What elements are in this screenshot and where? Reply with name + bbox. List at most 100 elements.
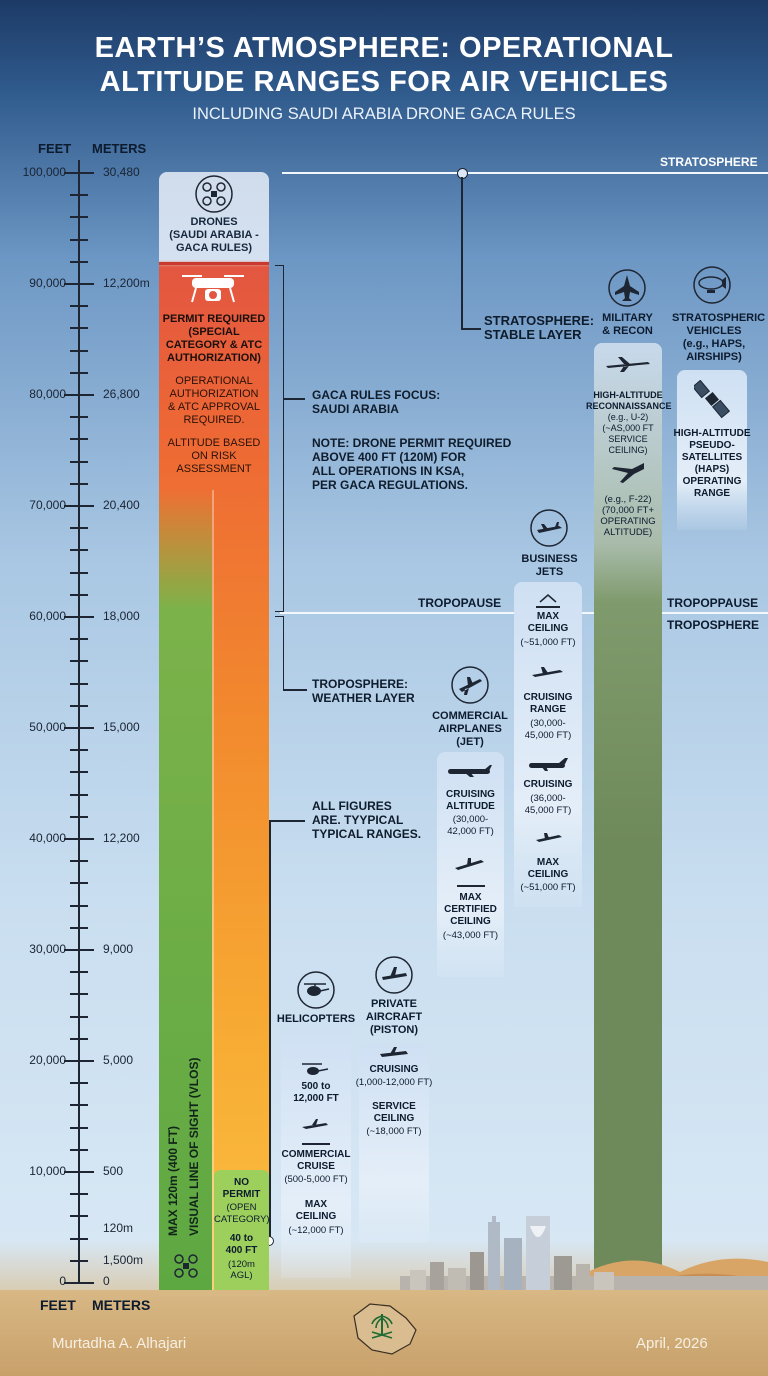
tropopause-label-right: TROPOPPAUSE <box>667 596 759 610</box>
commercial-max-ceiling-value: (~43,000 FT) <box>442 930 499 941</box>
major-tick <box>64 1171 94 1173</box>
meter-label: 12,200 <box>103 831 140 845</box>
minor-tick <box>70 860 88 862</box>
major-tick <box>64 394 94 396</box>
page-title-line1: EARTH’S ATMOSPHERE: OPERATIONAL <box>94 32 674 64</box>
private-aircraft-panel <box>359 1043 429 1243</box>
commercial-cruising-label: CRUISING ALTITUDE <box>446 789 495 812</box>
vlos-column <box>159 490 212 1290</box>
open-range-meters: (120m AGL) <box>228 1259 255 1281</box>
fighter-jet-icon <box>607 268 647 313</box>
open-range-label: 40 to 400 FT <box>225 1233 258 1256</box>
minor-tick <box>70 638 88 640</box>
bizjet-small-icon-2 <box>525 757 571 778</box>
private-cruising-label: CRUISING <box>369 1064 419 1075</box>
vlos-max-label: MAX 120m (400 FT) <box>166 1125 180 1236</box>
drones-title: DRONES (SAUDI ARABIA - GACA RULES) <box>169 216 259 254</box>
feet-label: 30,000 <box>29 942 66 956</box>
minor-tick <box>70 1193 88 1195</box>
riyadh-skyline-illustration <box>400 1212 768 1297</box>
minor-tick <box>70 438 88 440</box>
meter-label: 9,000 <box>103 942 134 956</box>
permit-required-desc: OPERATIONAL AUTHORIZATION & ATC APPROVAL… <box>168 375 260 426</box>
minor-tick <box>70 1127 88 1129</box>
business-max-ceiling-2-label: MAX CEILING <box>527 857 569 880</box>
jet-small-icon <box>453 856 487 877</box>
minor-tick <box>70 572 88 574</box>
minor-tick <box>70 683 88 685</box>
feet-label: 90,000 <box>29 276 66 290</box>
major-tick <box>64 616 94 618</box>
private-service-ceiling-label: SERVICE CEILING <box>372 1101 416 1124</box>
minor-tick <box>70 905 88 907</box>
business-cruising-range-value: (30,000- 45,000 FT) <box>524 718 572 741</box>
meter-label: 12,200m <box>103 276 150 290</box>
feet-label: 0 <box>59 1274 66 1288</box>
typical-ranges-note: ALL FIGURES ARE. TYYPICAL TYPICAL RANGES… <box>312 799 422 841</box>
satellite-icon <box>691 379 731 425</box>
drone-icon <box>194 174 234 219</box>
vlos-label: VISUAL LINE OF SIGHT (VLOS) <box>187 1057 201 1236</box>
minor-tick <box>70 1082 88 1084</box>
private-cruising-value: (1,000-12,000 FT) <box>355 1077 433 1088</box>
commercial-cruising-value: (30,000- 42,000 FT) <box>447 814 494 837</box>
minor-tick <box>70 327 88 329</box>
minor-tick <box>70 1260 88 1262</box>
business-max-ceiling-label: MAX CEILING <box>527 611 569 634</box>
commercial-max-ceiling-label: MAX CERTIFIED CEILING <box>444 892 497 927</box>
minor-tick <box>70 660 88 662</box>
major-tick <box>64 949 94 951</box>
camera-drone-icon <box>178 272 248 313</box>
stratosphere-marker <box>457 168 468 179</box>
minor-tick <box>70 749 88 751</box>
commercial-cruise-label: COMMERCIAL CRUISE <box>281 1149 351 1172</box>
private-service-ceiling-value: (~18,000 FT) <box>366 1126 422 1137</box>
minor-tick <box>70 1149 88 1151</box>
small-drone-icon <box>172 1252 200 1285</box>
minor-tick <box>70 261 88 263</box>
page-subtitle: INCLUDING SAUDI ARABIA DRONE GACA RULES <box>192 105 576 123</box>
commercial-airplanes-title: COMMERCIAL AIRPLANES (JET) <box>432 710 508 748</box>
business-jets-panel <box>514 582 582 907</box>
minor-tick <box>70 771 88 773</box>
meter-label: 0 <box>103 1274 110 1288</box>
feet-label: 70,000 <box>29 498 66 512</box>
bizjet-small-icon-1 <box>530 664 566 685</box>
piston-aircraft-icon <box>374 955 414 1000</box>
figures-leader-line <box>269 820 271 1240</box>
commercial-jet-icon <box>450 665 490 710</box>
minor-tick <box>70 1238 88 1240</box>
stratosphere-leader-line <box>461 177 463 329</box>
major-tick <box>64 727 94 729</box>
military-panel <box>594 343 662 1290</box>
major-tick <box>64 1282 94 1284</box>
ceiling-arrow-icon <box>538 590 558 608</box>
stratospheric-vehicles-title: STRATOSPHERIC VEHICLES (e.g., HAPS, AIRS… <box>672 312 766 363</box>
minor-tick <box>70 794 88 796</box>
meter-label: 500 <box>103 1164 124 1178</box>
f22-icon <box>610 459 646 490</box>
plane-small-icon <box>300 1118 330 1137</box>
private-aircraft-title: PRIVATE AIRCRAFT (PISTON) <box>365 998 423 1036</box>
minor-tick <box>70 1104 88 1106</box>
meters-footer: METERS <box>92 1297 151 1313</box>
piston-small-icon <box>378 1046 410 1065</box>
business-max-ceiling-value: (~51,000 FT) <box>520 637 576 648</box>
minor-tick <box>70 372 88 374</box>
major-tick <box>64 1060 94 1062</box>
feet-label: 50,000 <box>29 720 66 734</box>
meter-label: 30,480 <box>103 165 140 179</box>
open-category-label: (OPEN CATEGORY) <box>214 1202 270 1225</box>
saudi-emblem-icon <box>346 1300 422 1363</box>
minor-tick <box>70 594 88 596</box>
minor-tick <box>70 416 88 418</box>
no-permit-label: NO PERMIT <box>222 1177 261 1200</box>
feet-label: 40,000 <box>29 831 66 845</box>
minor-tick <box>70 1016 88 1018</box>
business-jets-title: BUSINESS JETS <box>521 553 578 578</box>
tropopause-label-left: TROPOPAUSE <box>418 596 502 610</box>
no-permit-column <box>214 1170 269 1290</box>
altitude-scale-line <box>78 160 80 1282</box>
permit-required-title: PERMIT REQUIRED (SPECIAL CATEGORY & ATC … <box>162 313 266 364</box>
business-cruising-value: (36,000- 45,000 FT) <box>524 793 572 816</box>
